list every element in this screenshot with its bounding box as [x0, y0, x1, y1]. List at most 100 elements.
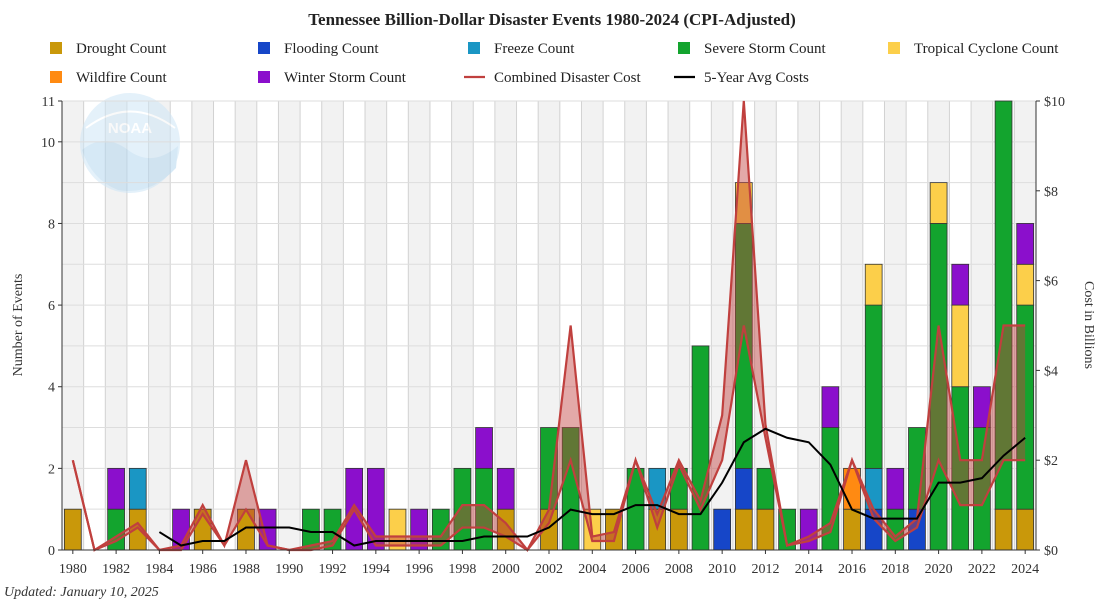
legend-label: Severe Storm Count	[704, 41, 826, 57]
x-tick-label: 1994	[362, 562, 390, 577]
bar-winter-storm-count-2014	[799, 508, 818, 551]
plot-band	[797, 101, 820, 550]
y-tick-label: 0	[48, 544, 55, 559]
plot-band	[516, 101, 539, 550]
bar-winter-storm-count-2021	[951, 263, 970, 306]
bar-drought-count-2012	[756, 508, 775, 551]
bar-winter-storm-count-2024	[1016, 223, 1035, 265]
y-tick-label: 4	[48, 381, 55, 396]
legend-swatch	[258, 71, 270, 83]
chart-title: Tennessee Billion-Dollar Disaster Events…	[308, 10, 796, 29]
plot-band	[365, 101, 387, 550]
plot-band	[191, 101, 214, 550]
plot-band	[170, 101, 192, 550]
plot-band	[841, 101, 863, 550]
five-year-avg-line	[158, 427, 1026, 547]
plot-band	[126, 101, 149, 550]
y2-tick-label: $8	[1044, 185, 1058, 200]
plot-band	[83, 101, 106, 550]
noaa-logo: NOAA	[80, 93, 180, 193]
bar-winter-storm-count-1982	[107, 467, 125, 510]
plot-band	[62, 101, 84, 550]
bar-tropical-cyclone-count-2017	[864, 263, 883, 306]
x-tick-label: 2006	[622, 562, 650, 577]
x-tick-label: 2000	[492, 562, 520, 577]
x-tick-label: 2002	[535, 562, 563, 577]
bar-winter-storm-count-2018	[886, 467, 905, 510]
y-tick-label: 10	[41, 136, 55, 151]
bar-winter-storm-count-1999	[475, 427, 493, 469]
plot-band	[213, 101, 236, 550]
plot-band	[300, 101, 322, 550]
plot-band	[148, 101, 171, 550]
updated-note: Updated: January 10, 2025	[4, 585, 159, 600]
y2-axis-label: Cost in Billions	[1081, 281, 1096, 369]
y2-tick-label: $0	[1044, 544, 1058, 559]
legend-swatch	[468, 42, 480, 54]
x-tick-label: 1990	[275, 562, 303, 577]
x-tick-label: 2014	[795, 562, 823, 577]
legend-swatch	[258, 42, 270, 54]
x-tick-label: 2012	[751, 562, 779, 577]
bar-tropical-cyclone-count-2021	[951, 304, 970, 388]
y2-tick-label: $4	[1044, 364, 1058, 379]
bar-flooding-count-2010	[713, 508, 731, 551]
plot-band	[603, 101, 625, 550]
bar-drought-count-1980	[63, 508, 82, 551]
plot-band	[235, 101, 257, 550]
y2-tick-label: $6	[1044, 275, 1058, 290]
plot-band	[429, 101, 452, 550]
cost-band	[71, 100, 1026, 552]
y2-tick-label: $10	[1044, 95, 1065, 110]
x-tick-label: 2020	[925, 562, 953, 577]
bar-tropical-cyclone-count-2024	[1016, 263, 1035, 306]
plot-band	[494, 101, 517, 550]
plot-band	[256, 101, 279, 550]
legend-swatch	[50, 42, 62, 54]
bar-drought-count-2011	[734, 508, 753, 551]
x-tick-label: 1982	[102, 562, 130, 577]
axes: 0 2 4 6 8 10 11 $0 $2 $4 $6 $8 $10 1980 1982 1984 1986 19…	[41, 95, 1065, 577]
y-axis-label: Number of Events	[11, 274, 26, 377]
bar-severe-storm-count-2009	[691, 345, 710, 551]
bar-drought-count-2023	[994, 508, 1013, 551]
legend-label: Freeze Count	[494, 41, 575, 57]
bar-severe-storm-count-2012	[756, 467, 775, 510]
legend-label: Flooding Count	[284, 41, 379, 57]
plot-band	[278, 101, 301, 550]
x-tick-label: 1988	[232, 562, 260, 577]
bar-winter-storm-count-2000	[496, 467, 515, 510]
x-tick-label: 2010	[708, 562, 736, 577]
x-tick-label: 1992	[319, 562, 347, 577]
legend-label: Drought Count	[76, 41, 167, 57]
x-tick-label: 2022	[968, 562, 996, 577]
y2-tick-label: $2	[1044, 454, 1058, 469]
x-tick-label: 1986	[189, 562, 217, 577]
bar-severe-storm-count-2023	[994, 100, 1013, 510]
legend-swatch	[888, 42, 900, 54]
bar-freeze-count-2007	[648, 467, 667, 510]
legend: Drought Count Flooding Count Freeze Count S…	[50, 41, 1059, 86]
x-tick-label: 1996	[405, 562, 433, 577]
x-tick-label: 1998	[448, 562, 476, 577]
y-tick-label: 6	[48, 299, 55, 314]
five-year-avg-polyline	[158, 427, 1026, 547]
bar-tropical-cyclone-count-2011	[734, 182, 753, 224]
plot-band	[646, 101, 669, 550]
y-tick-label: 11	[42, 95, 55, 110]
plot-band	[451, 101, 474, 550]
cost-band-lower-line	[71, 325, 1026, 552]
bar-drought-count-2016	[843, 508, 861, 551]
legend-swatch	[50, 71, 62, 83]
plot-band	[105, 101, 127, 550]
legend-label: Wildfire Count	[76, 70, 167, 86]
plot-band	[581, 101, 604, 550]
bar-winter-storm-count-2015	[821, 386, 840, 428]
x-tick-label: 1984	[145, 562, 173, 577]
plot-band	[668, 101, 690, 550]
bar-freeze-count-1983	[128, 467, 147, 510]
bar-drought-count-2008	[670, 508, 688, 551]
legend-label: 5-Year Avg Costs	[704, 70, 809, 86]
x-tick-label: 2008	[665, 562, 693, 577]
